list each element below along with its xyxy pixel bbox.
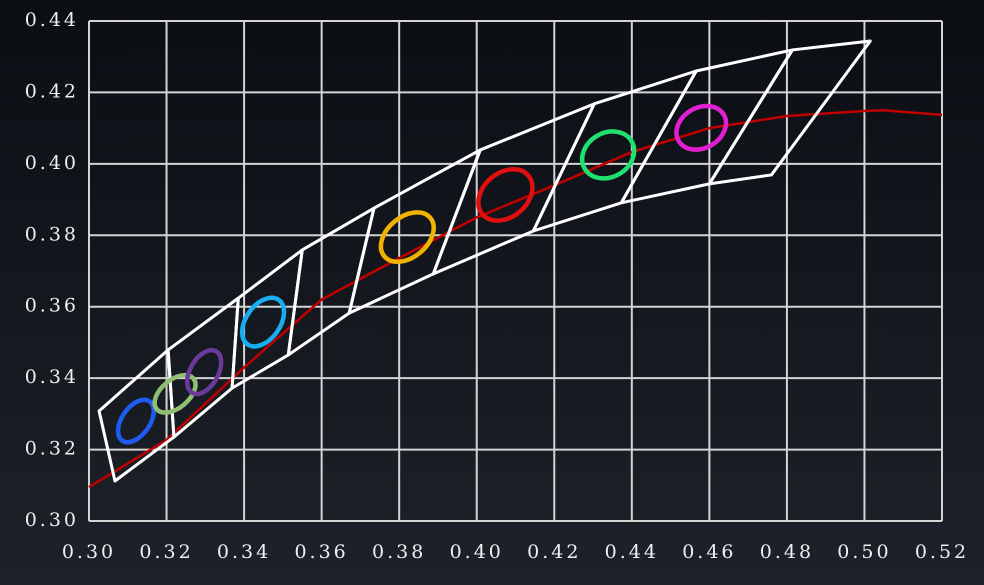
y-tick-label: 0.38 — [25, 223, 79, 245]
ellipse — [378, 210, 436, 265]
x-tick-label: 0.34 — [217, 541, 271, 563]
quad — [707, 39, 872, 186]
x-tick-label: 0.30 — [62, 541, 116, 563]
ellipse — [476, 167, 535, 223]
y-tick-label: 0.34 — [25, 366, 79, 388]
ellipse — [152, 372, 198, 415]
x-tick-label: 0.46 — [682, 541, 736, 563]
x-tick-label: 0.50 — [837, 541, 891, 563]
ellipse — [674, 103, 729, 152]
x-tick-label: 0.36 — [294, 541, 348, 563]
x-tick-label: 0.52 — [915, 541, 969, 563]
y-tick-label: 0.30 — [25, 509, 79, 531]
y-tick-label: 0.44 — [25, 9, 79, 31]
ellipse — [115, 397, 157, 445]
ellipse — [579, 129, 637, 181]
x-tick-label: 0.48 — [760, 541, 814, 563]
y-tick-label: 0.36 — [25, 295, 79, 317]
x-tick-label: 0.42 — [527, 541, 581, 563]
ellipse — [184, 347, 224, 397]
x-tick-label: 0.38 — [372, 541, 426, 563]
y-tick-label: 0.42 — [25, 80, 79, 102]
y-tick-label: 0.32 — [25, 438, 79, 460]
ellipse — [239, 295, 287, 349]
y-tick-label: 0.40 — [25, 152, 79, 174]
x-tick-label: 0.32 — [139, 541, 193, 563]
x-tick-label: 0.44 — [605, 541, 659, 563]
x-tick-label: 0.40 — [450, 541, 504, 563]
